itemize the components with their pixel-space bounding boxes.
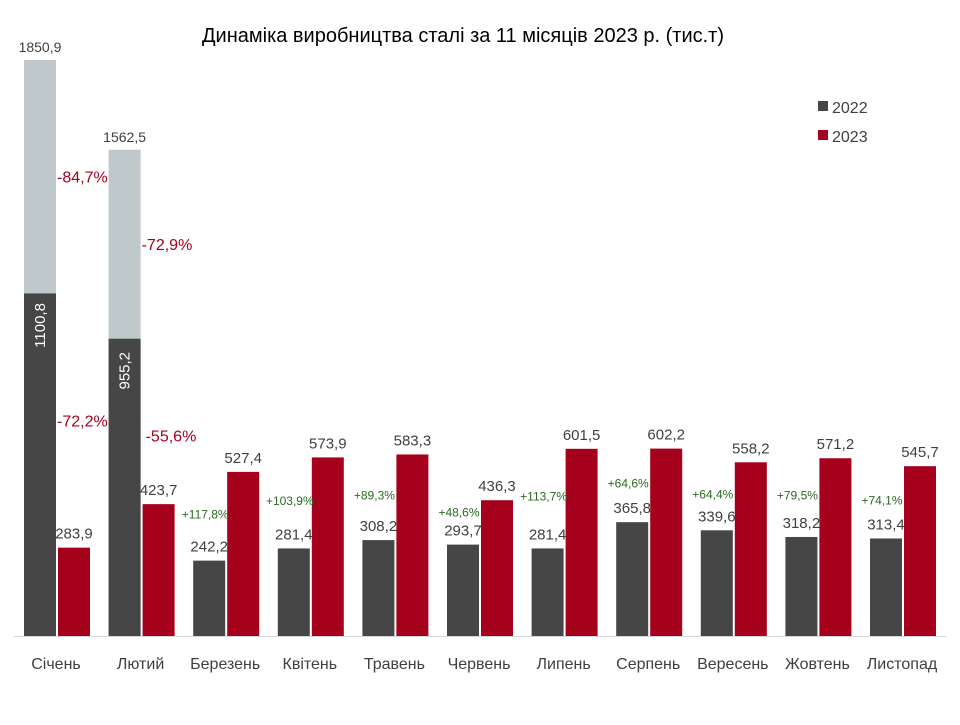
data-label-2022: 281,4 [275, 526, 313, 543]
data-label-2022: 313,4 [867, 516, 905, 533]
data-label-2023: 571,2 [817, 436, 855, 453]
bar-2023 [734, 462, 767, 636]
legend-swatch-2022 [818, 101, 828, 111]
bar-2023 [227, 471, 260, 636]
data-label-2022: 339,6 [698, 508, 736, 525]
x-tick-label: Січень [31, 656, 81, 673]
data-label-2023: 423,7 [140, 482, 178, 499]
data-label-2022: 308,2 [360, 518, 398, 535]
change-label: +117,8% [182, 507, 229, 521]
data-label-2023: 601,5 [563, 427, 601, 444]
bar-2022 [193, 560, 226, 636]
data-label-2023: 545,7 [901, 444, 939, 461]
data-label-reference: 1562,5 [103, 129, 146, 145]
bar-2022 [24, 293, 56, 636]
legend-swatch-2023 [818, 130, 828, 140]
data-label-2022: 318,2 [783, 515, 821, 532]
legend-label-2022: 2022 [832, 100, 868, 117]
bar-2023 [142, 504, 175, 636]
bar-2023 [904, 466, 936, 636]
change-label: +64,6% [608, 476, 649, 490]
x-tick-label: Лютий [117, 656, 164, 673]
data-label-2023: 583,3 [394, 432, 432, 449]
data-label-2023: 283,9 [55, 526, 93, 543]
bar-2023 [396, 454, 429, 636]
bar-2023 [481, 500, 513, 636]
bar-2022 [108, 338, 141, 636]
x-tick-label: Травень [364, 656, 425, 673]
data-label-reference: 1850,9 [19, 39, 62, 55]
bar-2022 [700, 530, 733, 636]
bar-2022 [870, 538, 902, 636]
change-label: +113,7% [520, 490, 567, 504]
bar-2023 [819, 458, 852, 636]
change-label: +79,5% [777, 489, 818, 503]
bar-2022 [277, 548, 310, 636]
x-tick-label: Липень [537, 656, 591, 673]
bar-2023 [650, 448, 683, 636]
x-tick-label: Вересень [697, 656, 768, 673]
data-label-2022: 242,2 [190, 539, 228, 556]
data-label-2023: 436,3 [478, 478, 516, 495]
legend-label-2023: 2023 [832, 129, 868, 146]
change-label: +103,9% [266, 494, 314, 508]
change-label-reference: -84,7% [57, 170, 108, 187]
x-tick-label: Листопад [867, 656, 938, 673]
x-tick-label: Червень [448, 656, 511, 673]
data-label-2022: 293,7 [444, 523, 482, 540]
data-label-2023: 558,2 [732, 440, 770, 457]
data-label-2022: 955,2 [117, 352, 134, 390]
change-label-reference: -72,9% [142, 237, 193, 254]
x-tick-label: Жовтень [785, 656, 850, 673]
data-label-2023: 602,2 [647, 427, 685, 444]
bar-2022 [616, 522, 649, 636]
x-tick-label: Березень [190, 656, 260, 673]
x-tick-label: Квітень [283, 656, 338, 673]
bar-2022 [447, 544, 479, 636]
change-label: +74,1% [861, 493, 902, 507]
data-label-2022: 365,8 [613, 500, 651, 517]
legend: 2022 2023 [818, 100, 868, 146]
bar-2023 [565, 448, 598, 636]
data-label-2022: 281,4 [529, 526, 567, 543]
bar-2022 [362, 540, 395, 636]
chart-title: Динаміка виробництва сталі за 11 місяців… [202, 25, 724, 47]
data-label-2023: 527,4 [224, 450, 262, 467]
x-tick-label: Серпень [616, 656, 680, 673]
data-label-2022: 1100,8 [32, 303, 49, 348]
bar-2022 [785, 536, 818, 636]
bar-2022 [531, 548, 564, 636]
data-label-2023: 573,9 [309, 435, 347, 452]
change-label: -72,2% [57, 414, 108, 431]
bar-2023 [58, 547, 90, 636]
change-label: +89,3% [354, 488, 395, 502]
change-label: +48,6% [438, 506, 479, 520]
bar-2023 [311, 457, 344, 636]
change-label: +64,4% [692, 487, 733, 501]
change-label: -55,6% [146, 428, 197, 445]
